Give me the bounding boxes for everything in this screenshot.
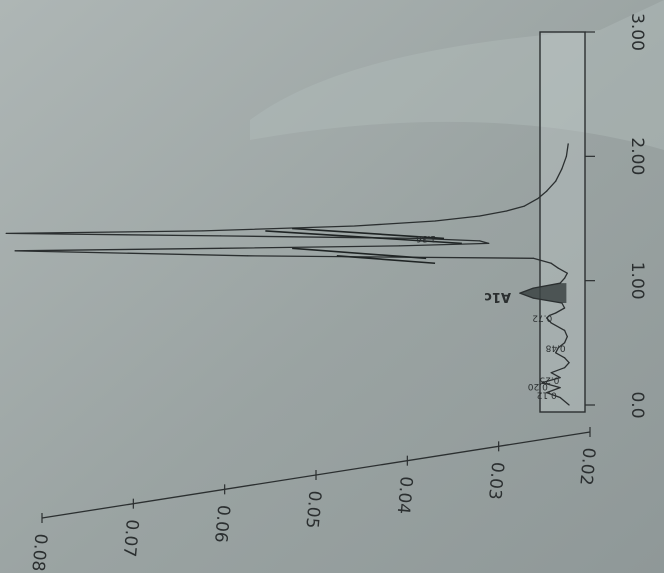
data-point [566,336,568,338]
data-point [564,329,566,331]
data-point [559,396,561,399]
data-point [523,205,526,207]
data-point [566,272,568,274]
data-point [568,362,570,364]
data-point [564,277,566,279]
a1c-peak-fill [519,283,567,304]
data-point [546,317,548,319]
data-point [5,232,7,235]
data-point [567,143,569,145]
x-axis-tick-label: 1.00 [627,262,647,300]
data-point [246,255,249,257]
data-point [550,322,552,324]
data-point [14,250,16,252]
peak-label: 0.12 [537,390,557,400]
data-point [202,230,204,232]
data-point [532,257,534,259]
data-point [532,297,534,299]
y-axis-tick-label: 0.04 [393,475,416,514]
peak-label: 1.36 [416,233,436,243]
data-point [519,292,521,294]
data-point [555,352,557,354]
data-point [488,242,490,244]
y-axis-tick-label: 0.05 [301,490,324,529]
data-point [550,262,552,264]
y-axis-tick-label: 0.08 [27,533,50,572]
y-axis-tick-label: 0.03 [484,461,507,500]
data-point [559,377,561,379]
data-point [546,391,548,394]
data-point [398,245,400,247]
data-point [555,180,557,182]
data-point [416,237,418,239]
data-point [557,347,559,349]
data-point [564,367,566,369]
peak-label: 0.72 [532,312,552,322]
peak-marker-line [265,230,462,245]
data-point [555,312,557,314]
data-point [354,225,356,227]
data-point [564,342,566,344]
data-point [220,247,222,249]
time-axis-frame [539,31,586,413]
data-point [568,404,570,406]
x-axis-tick-label: 0.0 [627,391,647,418]
data-point [220,235,222,237]
data-point [559,386,561,389]
data-point [564,357,566,359]
peak-label: A1c [484,289,511,304]
data-point [479,215,481,217]
data-point [565,155,567,157]
peak-marker-line [336,255,436,265]
data-point [546,190,548,192]
peak-marker-line [292,247,427,260]
data-point [434,220,436,222]
data-point [537,198,539,200]
y-axis-tick-label: 0.06 [210,504,233,543]
data-point [550,372,552,374]
data-point [561,302,563,304]
data-point [559,282,561,284]
peak-label: 0.20 [528,381,548,391]
y-axis-tick-label: 0.02 [575,447,598,486]
peak-label: 0.48 [545,342,565,352]
x-axis-tick-label: 2.00 [627,137,647,175]
background-sheen [250,0,664,150]
data-point [541,382,543,384]
x-axis-tick-label: 3.00 [627,13,647,51]
data-point [564,307,566,309]
data-point [532,287,534,289]
data-point [479,240,481,242]
data-point [561,168,563,170]
data-point [548,314,551,317]
peak-marker-line [292,227,445,240]
peak-label: 0.25 [539,375,559,385]
data-point [505,210,508,212]
data-point [557,267,559,269]
y-axis-tick-label: 0.07 [119,518,142,557]
